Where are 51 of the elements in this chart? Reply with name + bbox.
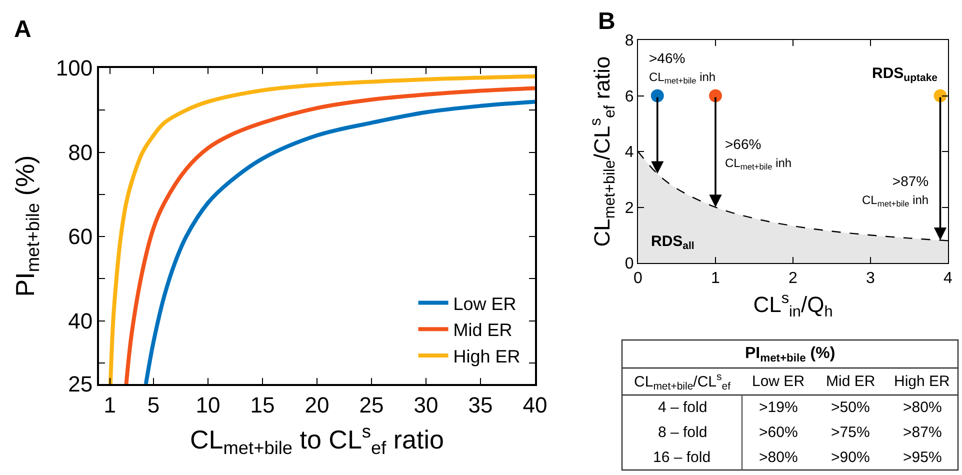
- category-label: Mid ER: [826, 373, 876, 390]
- text: >80%: [903, 399, 942, 416]
- x-tick-label: 35: [468, 392, 493, 418]
- x-tick-label: 1: [711, 270, 720, 288]
- text: PI$_{met+bile}$ (%): [745, 345, 836, 364]
- x-tick-label: 40: [522, 392, 548, 418]
- legend-label: Mid ER: [453, 320, 512, 340]
- x-tick-label: 4: [944, 270, 953, 288]
- y-tick-label: 4: [624, 144, 634, 162]
- category-label: 16 – fold: [653, 449, 711, 466]
- x-tick-label: 20: [304, 392, 330, 418]
- y-tick-label: 80: [68, 140, 93, 165]
- annotation: RDS$_{all}$: [651, 233, 694, 252]
- text: >75%: [831, 424, 870, 441]
- category-label: High ER: [894, 373, 950, 390]
- x-tick-label: 10: [196, 392, 220, 418]
- annotation: RDS$_{uptake}$: [872, 65, 938, 84]
- y-tick-label: 40: [68, 308, 93, 334]
- y-tick-label: 100: [56, 56, 93, 81]
- category-label: 8 – fold: [658, 424, 708, 441]
- chart-title: A: [14, 16, 32, 43]
- y-tick-label: 0: [624, 256, 634, 273]
- x-tick-label: 30: [414, 392, 438, 418]
- chart-title: B: [598, 8, 616, 35]
- text: >95%: [903, 449, 942, 466]
- y-tick-label: 25: [68, 372, 93, 397]
- annotation: >46% CL$_{met+bile}$ inh: [649, 50, 716, 86]
- text: >50%: [831, 399, 870, 416]
- annotation: >66% CL$_{met+bile}$ inh: [725, 136, 792, 172]
- y-tick-label: 6: [624, 88, 634, 106]
- category-label: Low ER: [752, 373, 805, 390]
- y-tick-label: 8: [624, 32, 634, 50]
- x-tick-label: 2: [788, 270, 798, 288]
- x-tick-label: 15: [250, 392, 275, 418]
- y-tick-label: 60: [68, 224, 93, 250]
- y-tick-label: 2: [624, 200, 634, 217]
- x-axis-title: CL$^{s}$$_{in}$/Q$_{h}$: [753, 290, 833, 321]
- x-tick-label: 5: [147, 392, 160, 418]
- text: >19%: [759, 399, 798, 416]
- text: >80%: [759, 449, 798, 466]
- legend-label: Low ER: [453, 294, 516, 314]
- annotation: >87% CL$_{met+bile}$ inh: [862, 173, 929, 209]
- text: >90%: [831, 449, 870, 466]
- text: >87%: [903, 424, 942, 441]
- x-tick-label: 3: [866, 270, 876, 288]
- x-axis-title: CL$_{met+bile}$ to CL$^{s}$$_{ef}$ ratio: [190, 422, 444, 458]
- legend-label: High ER: [453, 346, 520, 367]
- text: >60%: [759, 424, 798, 441]
- category-label: 4 – fold: [658, 399, 708, 416]
- x-tick-label: 1: [104, 392, 116, 418]
- x-tick-label: 25: [359, 392, 384, 418]
